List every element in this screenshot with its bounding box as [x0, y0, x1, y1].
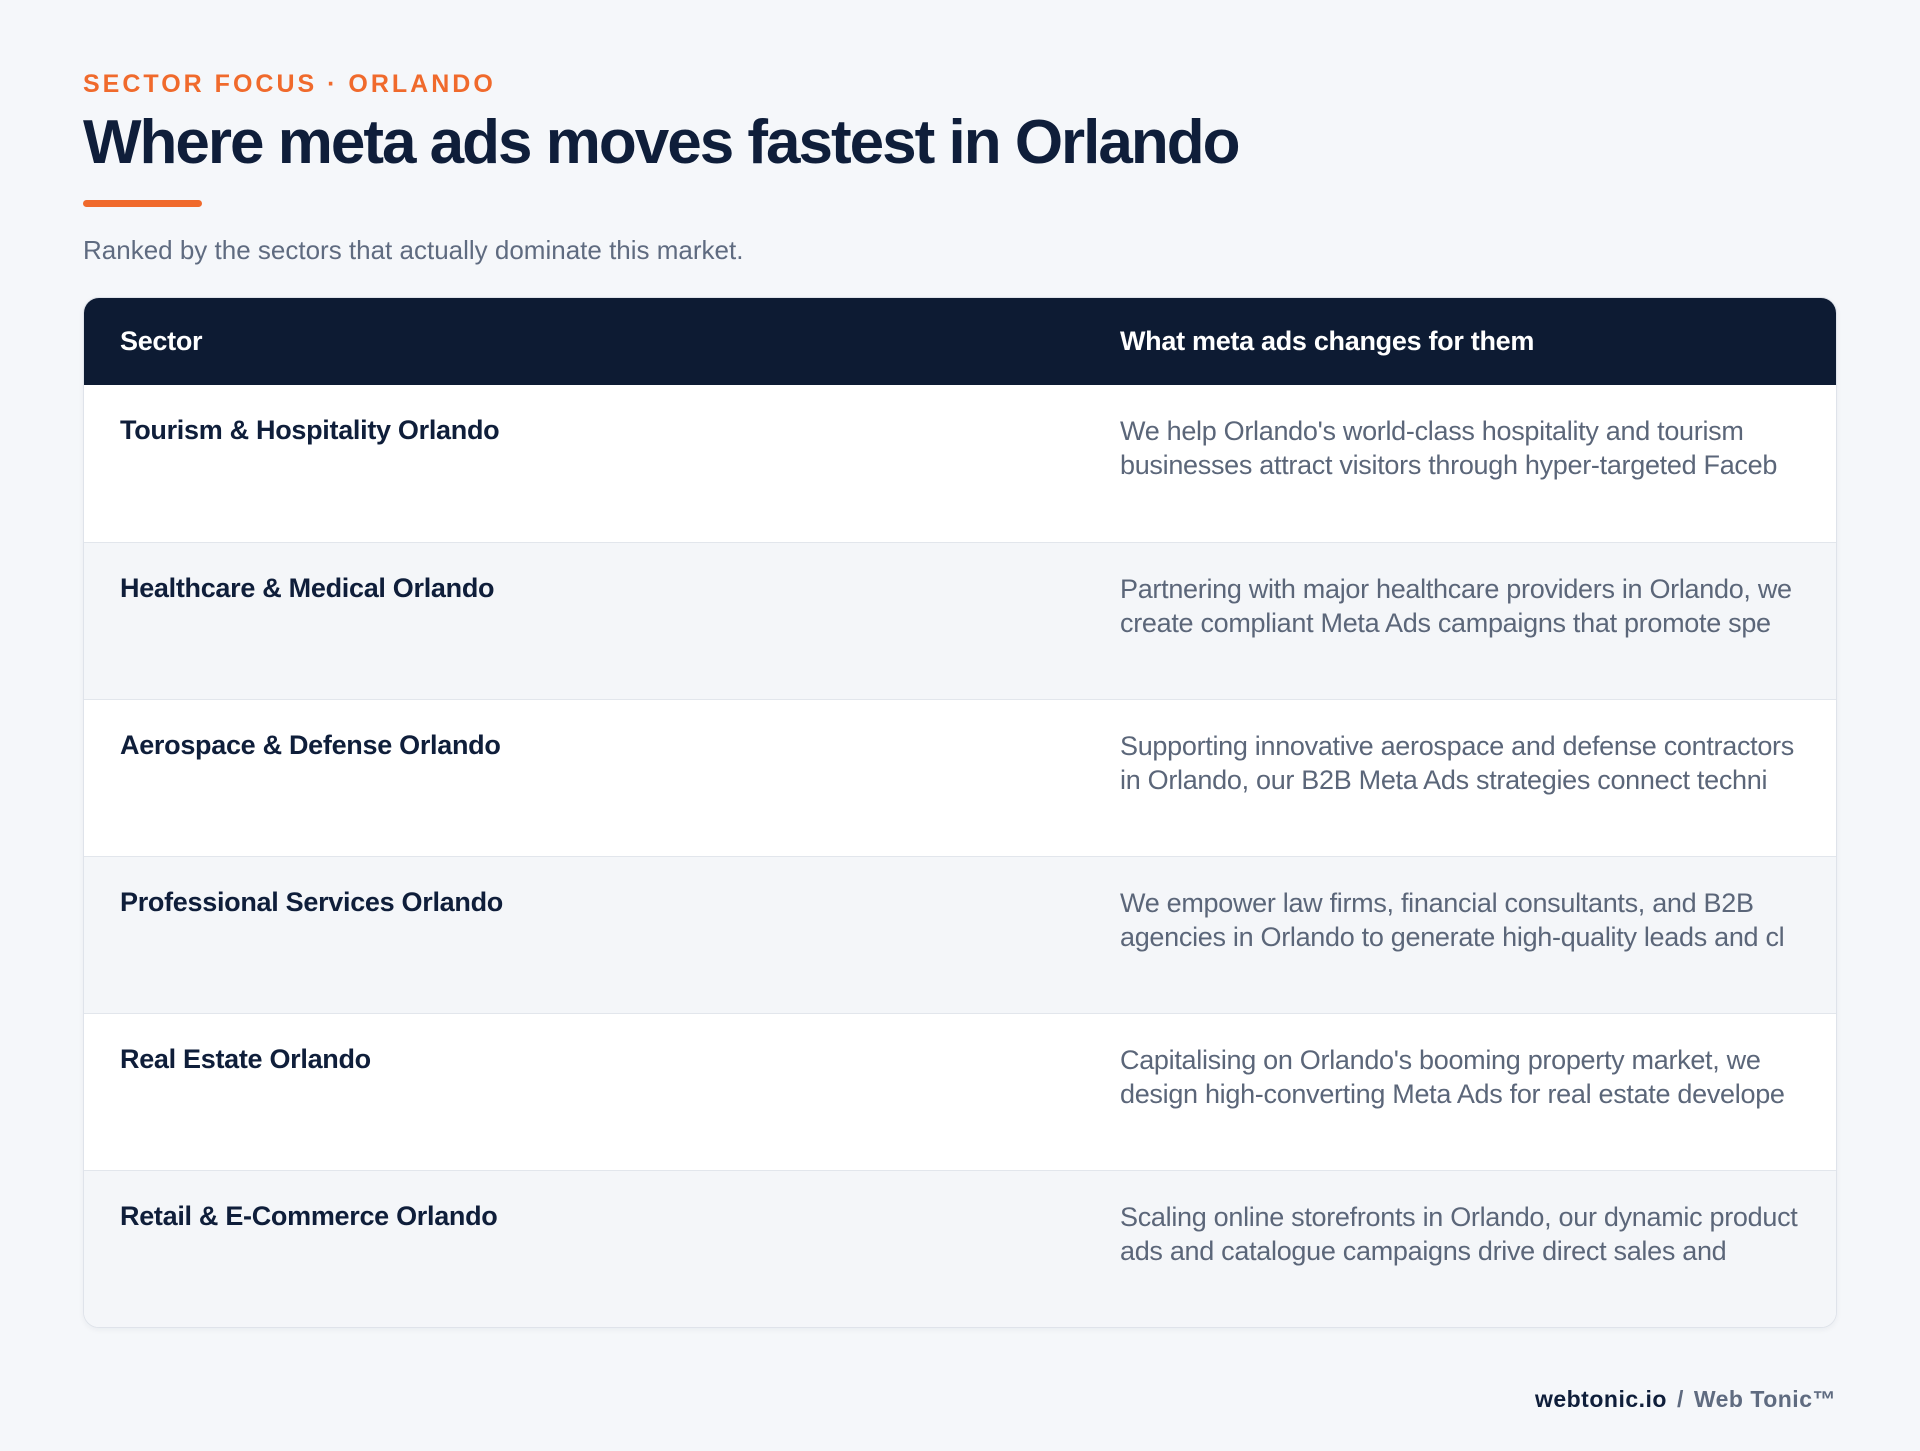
table-row: Aerospace & Defense Orlando Supporting i…: [84, 699, 1836, 856]
footer-domain-link[interactable]: webtonic.io: [1534, 1386, 1667, 1412]
sector-description: Capitalising on Orlando's booming proper…: [1120, 1045, 1785, 1109]
footer-credit: webtonic.io / Web Tonic™: [1535, 1386, 1836, 1413]
table-row: Healthcare & Medical Orlando Partnering …: [84, 542, 1836, 699]
sector-description: Scaling online storefronts in Orlando, o…: [1120, 1202, 1798, 1266]
sector-description: We empower law firms, financial consulta…: [1120, 888, 1785, 952]
title-accent-bar: [83, 200, 202, 207]
sector-name: Professional Services Orlando: [120, 887, 503, 917]
table-header: Sector What meta ads changes for them: [84, 298, 1836, 385]
sector-name: Retail & E-Commerce Orlando: [120, 1201, 498, 1231]
sector-description: Supporting innovative aerospace and defe…: [1120, 731, 1794, 795]
sector-name: Healthcare & Medical Orlando: [120, 573, 495, 603]
footer-brand: Web Tonic™: [1693, 1386, 1836, 1412]
page-subtitle: Ranked by the sectors that actually domi…: [83, 235, 744, 265]
column-header-description: What meta ads changes for them: [1120, 326, 1535, 356]
eyebrow-label: SECTOR FOCUS · ORLANDO: [83, 70, 496, 98]
sector-name: Real Estate Orlando: [120, 1044, 371, 1074]
sector-name: Tourism & Hospitality Orlando: [120, 415, 500, 445]
table-row: Real Estate Orlando Capitalising on Orla…: [84, 1013, 1836, 1170]
footer-separator: /: [1676, 1386, 1684, 1412]
sector-table: Sector What meta ads changes for them To…: [83, 297, 1837, 1328]
page-title: Where meta ads moves fastest in Orlando: [83, 108, 1240, 177]
sector-description: We help Orlando's world-class hospitalit…: [1120, 416, 1778, 480]
table-row: Retail & E-Commerce Orlando Scaling onli…: [84, 1170, 1836, 1327]
sector-name: Aerospace & Defense Orlando: [120, 730, 501, 760]
column-header-sector: Sector: [120, 326, 203, 356]
table-row: Tourism & Hospitality Orlando We help Or…: [84, 385, 1836, 542]
table-row: Professional Services Orlando We empower…: [84, 856, 1836, 1013]
sector-description: Partnering with major healthcare provide…: [1120, 574, 1792, 638]
